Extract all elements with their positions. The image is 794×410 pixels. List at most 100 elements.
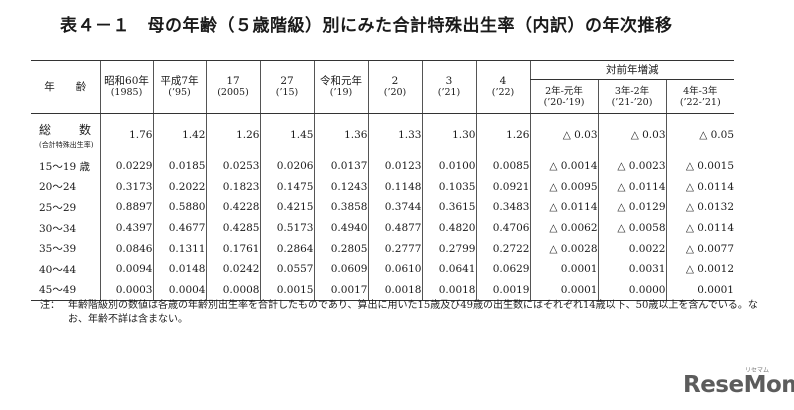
change-cell: △ 0.0129	[597, 197, 666, 218]
value-cell: 0.4397	[99, 217, 153, 239]
age-label-cell: 15～19 歳	[39, 160, 91, 173]
year-sublabel: (’20)	[383, 87, 407, 98]
age-label-cell: 25～29	[39, 201, 77, 214]
value-cell: 0.2864	[259, 238, 314, 259]
year-label: 27	[280, 75, 294, 87]
change-cell: △ 0.0012	[665, 258, 734, 280]
value-cell: 0.3173	[99, 176, 153, 198]
change-group-header: 対前年増減	[529, 60, 734, 80]
value-cell: 0.0018	[367, 279, 422, 302]
year-label: 平成7年	[160, 75, 199, 87]
value-cell: 0.1761	[205, 238, 260, 259]
value-cell: 0.4677	[152, 217, 206, 239]
change-column-header: 3年-2年 (’21-’20)	[597, 79, 666, 114]
year-label: 昭和60年	[104, 75, 149, 87]
year-column-header: 4 (’22)	[475, 60, 530, 114]
fertility-rate-table: 年 齢昭和60年 (1985) 平成7年 (’95) 17 (2005) 27 (’15) 令和…	[31, 60, 734, 302]
total-value-cell: 1.76	[99, 113, 153, 156]
age-label-cell: 40～44	[39, 263, 77, 276]
page-title: 表４－１ 母の年齢（５歳階級）別にみた合計特殊出生率（内訳）の年次推移	[60, 16, 673, 36]
change-sublabel: (’22-’21)	[679, 96, 721, 108]
change-cell: △ 0.0058	[597, 217, 666, 239]
value-cell: 0.3858	[313, 197, 368, 218]
change-cell: 0.0022	[597, 238, 666, 259]
year-column-header: 令和元年 (’19)	[313, 60, 368, 114]
value-cell: 0.0253	[205, 156, 260, 177]
total-value-cell: 1.45	[259, 113, 314, 156]
year-column-header: 平成7年 (’95)	[152, 60, 206, 114]
total-change-cell: △ 0.03	[597, 113, 666, 156]
value-cell: 0.4877	[367, 217, 422, 239]
value-cell: 0.0085	[475, 156, 530, 177]
change-cell: △ 0.0114	[665, 176, 734, 198]
change-cell: 0.0000	[597, 279, 666, 302]
value-cell: 0.4940	[313, 217, 368, 239]
footnote: 注： 年齢階級別の数値は各歳の年齢別出生率を合計したものであり、算出に用いた15…	[40, 299, 770, 327]
value-cell: 0.0003	[99, 279, 153, 302]
change-cell: △ 0.0077	[665, 238, 734, 259]
value-cell: 0.0242	[205, 258, 260, 280]
change-cell: △ 0.0014	[529, 156, 598, 177]
change-label: 2年-元年	[545, 85, 583, 97]
change-cell: △ 0.0062	[529, 217, 598, 239]
value-cell: 0.4285	[205, 217, 260, 239]
total-value-cell: 1.33	[367, 113, 422, 156]
year-label: 4	[499, 75, 507, 87]
year-column-header: 昭和60年 (1985)	[99, 60, 153, 114]
total-label: 総 数	[39, 122, 100, 137]
value-cell: 0.0846	[99, 238, 153, 259]
total-value-cell: 1.30	[421, 113, 476, 156]
age-label-cell: 30～34	[39, 222, 77, 235]
value-cell: 0.2777	[367, 238, 422, 259]
total-value-cell: 1.26	[205, 113, 260, 156]
total-value-cell: 1.26	[475, 113, 530, 156]
value-cell: 0.0018	[421, 279, 476, 302]
change-column-header: 4年-3年 (’22-’21)	[665, 79, 734, 114]
value-cell: 0.0094	[99, 258, 153, 280]
value-cell: 0.0148	[152, 258, 206, 280]
value-cell: 0.2799	[421, 238, 476, 259]
change-cell: 0.0001	[529, 258, 598, 280]
value-cell: 0.0137	[313, 156, 368, 177]
value-cell: 0.4215	[259, 197, 314, 218]
value-cell: 0.0609	[313, 258, 368, 280]
year-label: 2	[391, 75, 399, 87]
year-sublabel: (’21)	[437, 87, 461, 98]
footnote-prefix: 注：	[40, 300, 60, 311]
value-cell: 0.1475	[259, 176, 314, 198]
value-cell: 0.0229	[99, 156, 153, 177]
value-cell: 0.1148	[367, 176, 422, 198]
value-cell: 0.0017	[313, 279, 368, 302]
year-sublabel: (’15)	[275, 87, 299, 98]
year-column-header: 17 (2005)	[205, 60, 260, 114]
value-cell: 0.0629	[475, 258, 530, 280]
year-column-header: 2 (’20)	[367, 60, 422, 114]
change-sublabel: (’20-’19)	[543, 96, 585, 108]
age-label-cell: 20～24	[39, 181, 77, 194]
value-cell: 0.8897	[99, 197, 153, 218]
total-row-label: 総 数 (合計特殊出生率)	[31, 114, 100, 157]
age-label-cell: 45～49	[31, 279, 100, 302]
total-value-cell: 1.42	[152, 113, 206, 156]
resemom-logo: ReseMom	[683, 372, 794, 398]
change-cell: △ 0.0114	[597, 176, 666, 198]
value-cell: 0.5173	[259, 217, 314, 239]
value-cell: 0.4706	[475, 217, 530, 239]
table-row: 25～29 0.8897 0.5880 0.4228 0.4215 0.3858 0.374…	[31, 197, 734, 218]
age-label-cell: 35～39	[39, 243, 77, 256]
table-row: 15～19 歳 0.0229 0.0185 0.0253 0.0206 0.0137 0.0…	[31, 156, 734, 177]
value-cell: 0.1243	[313, 176, 368, 198]
value-cell: 0.4228	[205, 197, 260, 218]
value-cell: 0.2022	[152, 176, 206, 198]
table-row: 20～24 0.3173 0.2022 0.1823 0.1475 0.1243 0.114…	[31, 176, 734, 198]
value-cell: 0.0100	[421, 156, 476, 177]
year-sublabel: (1985)	[110, 87, 143, 98]
year-column-header: 27 (’15)	[259, 60, 314, 114]
value-cell: 0.0008	[205, 279, 260, 302]
value-cell: 0.1311	[152, 238, 206, 259]
value-cell: 0.1823	[205, 176, 260, 198]
value-cell: 0.0206	[259, 156, 314, 177]
value-cell: 0.2722	[475, 238, 530, 259]
footnote-text: 年齢階級別の数値は各歳の年齢別出生率を合計したものであり、算出に用いた15歳及び…	[68, 300, 758, 325]
value-cell: 0.5880	[152, 197, 206, 218]
